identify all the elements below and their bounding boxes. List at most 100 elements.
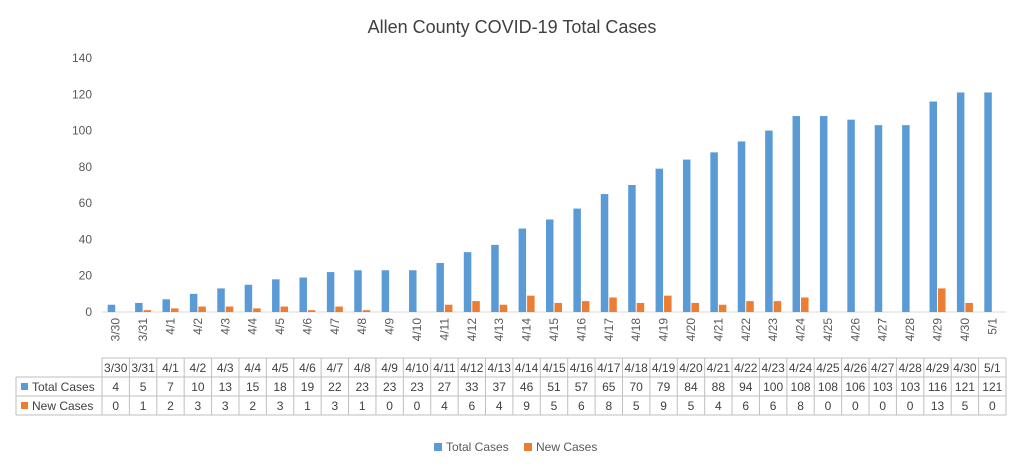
x-tick-label: 4/17	[602, 318, 616, 342]
table-value-cell: 103	[900, 380, 920, 394]
table-header-cell: 4/8	[354, 361, 371, 375]
table-header-cell: 4/21	[707, 361, 731, 375]
x-tick-label: 4/25	[821, 318, 835, 342]
bar-total-cases	[463, 252, 472, 312]
table-series-label: Total Cases	[32, 380, 95, 394]
y-tick-label: 20	[79, 269, 93, 283]
bar-new-cases	[198, 306, 206, 312]
legend-label: New Cases	[536, 440, 597, 454]
x-tick-label: 4/23	[766, 318, 780, 342]
table-header-cell: 4/20	[679, 361, 703, 375]
bar-total-cases	[765, 130, 773, 312]
bar-new-cases	[938, 288, 946, 312]
table-header-cell: 3/30	[104, 361, 128, 375]
bar-new-cases	[143, 310, 152, 312]
x-tick-label: 4/10	[410, 318, 424, 342]
table-value-cell: 13	[931, 399, 945, 413]
x-tick-label: 4/6	[300, 318, 314, 335]
table-value-cell: 9	[523, 399, 530, 413]
table-value-cell: 1	[304, 399, 311, 413]
table-header-cell: 4/29	[926, 361, 950, 375]
bar-new-cases	[362, 310, 371, 312]
legend-label: Total Cases	[446, 440, 509, 454]
x-tick-label: 4/5	[273, 318, 287, 335]
table-value-cell: 0	[879, 399, 886, 413]
table-header-cell: 4/7	[327, 361, 344, 375]
bar-new-cases	[307, 310, 316, 312]
bar-total-cases	[272, 279, 280, 312]
table-header-cell: 4/4	[244, 361, 261, 375]
bar-total-cases	[792, 116, 801, 312]
table-value-cell: 46	[520, 380, 534, 394]
bar-new-cases	[773, 301, 782, 312]
table-header-cell: 4/30	[953, 361, 977, 375]
table-value-cell: 10	[191, 380, 205, 394]
table-value-cell: 0	[989, 399, 996, 413]
table-value-cell: 5	[140, 380, 147, 394]
table-value-cell: 108	[791, 380, 811, 394]
bar-total-cases	[819, 116, 828, 312]
table-value-cell: 84	[684, 380, 698, 394]
table-value-cell: 100	[763, 380, 783, 394]
bar-total-cases	[162, 299, 170, 312]
bar-total-cases	[874, 125, 883, 312]
bar-total-cases	[244, 284, 253, 312]
table-value-cell: 3	[222, 399, 229, 413]
table-value-cell: 8	[605, 399, 612, 413]
table-value-cell: 2	[167, 399, 174, 413]
table-value-cell: 70	[630, 380, 644, 394]
table-value-cell: 4	[715, 399, 722, 413]
bar-total-cases	[217, 288, 225, 312]
table-value-cell: 5	[962, 399, 969, 413]
y-tick-label: 60	[79, 196, 93, 210]
x-tick-label: 4/7	[328, 318, 342, 335]
bar-total-cases	[409, 270, 417, 312]
table-value-cell: 0	[386, 399, 393, 413]
x-tick-label: 4/20	[684, 318, 698, 342]
x-tick-label: 4/18	[629, 318, 643, 342]
bar-total-cases	[710, 152, 718, 312]
table-header-cell: 4/3	[217, 361, 234, 375]
table-header-cell: 4/23	[761, 361, 785, 375]
legend-swatch	[434, 443, 442, 451]
bar-total-cases	[491, 244, 499, 312]
table-header-cell: 4/12	[460, 361, 484, 375]
table-header-cell: 4/25	[816, 361, 840, 375]
table-value-cell: 33	[465, 380, 479, 394]
table-value-cell: 88	[712, 380, 726, 394]
table-value-cell: 15	[246, 380, 260, 394]
table-value-cell: 22	[328, 380, 342, 394]
bar-total-cases	[326, 272, 335, 312]
table-header-cell: 4/15	[542, 361, 566, 375]
table-value-cell: 37	[493, 380, 507, 394]
x-tick-label: 4/24	[794, 318, 808, 342]
table-header-cell: 4/18	[625, 361, 649, 375]
bar-new-cases	[253, 308, 261, 312]
table-header-cell: 3/31	[131, 361, 155, 375]
y-tick-label: 120	[72, 87, 92, 101]
table-value-cell: 106	[845, 380, 865, 394]
x-tick-label: 4/1	[163, 318, 177, 335]
table-value-cell: 13	[219, 380, 233, 394]
table-header-cell: 4/9	[381, 361, 398, 375]
table-value-cell: 27	[438, 380, 452, 394]
bar-new-cases	[499, 304, 508, 312]
table-value-cell: 51	[547, 380, 561, 394]
bar-new-cases	[335, 306, 343, 312]
table-value-cell: 9	[660, 399, 667, 413]
bar-new-cases	[965, 302, 973, 312]
x-tick-label: 3/31	[136, 318, 150, 342]
bar-total-cases	[518, 228, 527, 312]
bar-new-cases	[170, 308, 179, 312]
x-tick-label: 4/13	[492, 318, 506, 342]
table-value-cell: 4	[496, 399, 503, 413]
table-header-cell: 4/17	[597, 361, 621, 375]
table-value-cell: 103	[873, 380, 893, 394]
x-tick-label: 4/15	[547, 318, 561, 342]
bar-new-cases	[691, 302, 699, 312]
table-value-cell: 23	[410, 380, 424, 394]
y-tick-label: 80	[79, 160, 93, 174]
table-value-cell: 8	[797, 399, 804, 413]
x-tick-label: 4/14	[520, 318, 534, 342]
